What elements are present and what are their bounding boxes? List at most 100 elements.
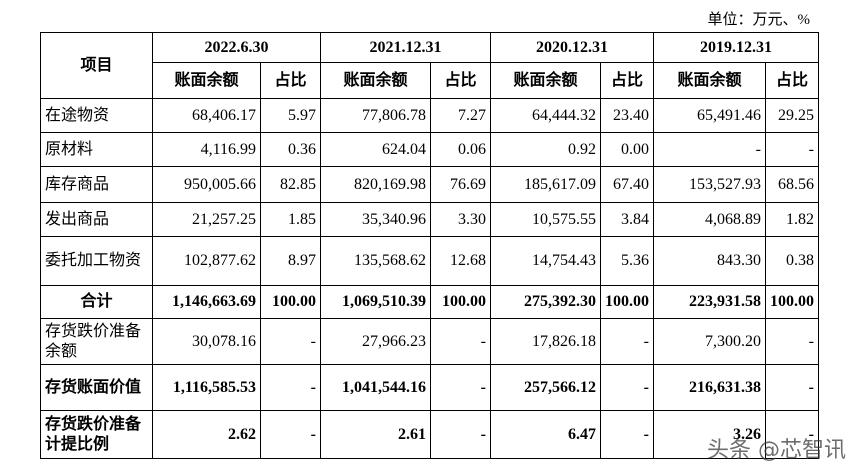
sub-header: 账面余额 — [490, 62, 601, 99]
value-cell: - — [430, 410, 491, 459]
row-label: 存货账面价值 — [40, 364, 153, 411]
value-cell: 68.56 — [765, 166, 819, 203]
value-cell: 100.00 — [600, 285, 654, 319]
table-row: 库存商品 950,005.66 82.85 820,169.98 76.69 185,61… — [40, 166, 819, 203]
value-cell: 76.69 — [430, 166, 491, 203]
value-cell: 29.25 — [765, 98, 819, 133]
row-label: 存货跌价准备余额 — [40, 318, 153, 365]
value-cell: 67.40 — [600, 166, 654, 203]
value-cell: 65,491.46 — [653, 98, 766, 133]
value-cell: 5.36 — [600, 236, 654, 286]
value-cell: 100.00 — [260, 285, 321, 319]
value-cell: 5.97 — [260, 98, 321, 133]
value-cell: - — [260, 364, 321, 411]
value-cell: 68,406.17 — [152, 98, 261, 133]
value-cell: - — [600, 410, 654, 459]
value-cell: 950,005.66 — [152, 166, 261, 203]
value-cell: 2.61 — [320, 410, 431, 459]
value-cell: 275,392.30 — [490, 285, 601, 319]
value-cell: 1,146,663.69 — [152, 285, 261, 319]
value-cell: 14,754.43 — [490, 236, 601, 286]
value-cell: 12.68 — [430, 236, 491, 286]
value-cell: - — [430, 318, 491, 365]
value-cell: 216,631.38 — [653, 364, 766, 411]
value-cell: 82.85 — [260, 166, 321, 203]
period-header: 2020.12.31 — [490, 32, 654, 63]
value-cell: 30,078.16 — [152, 318, 261, 365]
value-cell: 4,068.89 — [653, 202, 766, 237]
value-cell: 21,257.25 — [152, 202, 261, 237]
value-cell: 624.04 — [320, 132, 431, 167]
value-cell: 0.92 — [490, 132, 601, 167]
value-cell: 102,877.62 — [152, 236, 261, 286]
value-cell: 0.06 — [430, 132, 491, 167]
value-cell: 100.00 — [765, 285, 819, 319]
row-label: 库存商品 — [40, 166, 153, 203]
value-cell: 257,566.12 — [490, 364, 601, 411]
table-row: 在途物资 68,406.17 5.97 77,806.78 7.27 64,444.32 2… — [40, 98, 819, 133]
sub-header: 占比 — [430, 62, 491, 99]
row-label: 发出商品 — [40, 202, 153, 237]
table-row: 存货跌价准备计提比例 2.62-2.61-6.47-3.26- — [40, 410, 819, 459]
value-cell: 1,116,585.53 — [152, 364, 261, 411]
value-cell: - — [600, 318, 654, 365]
period-header: 2021.12.31 — [320, 32, 491, 63]
value-cell: 10,575.55 — [490, 202, 601, 237]
inventory-table: 项目 2022.6.30 2021.12.31 2020.12.31 2019.12.3… — [40, 32, 819, 459]
value-cell: 27,966.23 — [320, 318, 431, 365]
value-cell: 100.00 — [430, 285, 491, 319]
value-cell: 3.26 — [653, 410, 766, 459]
value-cell: 3.30 — [430, 202, 491, 237]
sub-header: 账面余额 — [320, 62, 431, 99]
table-row: 委托加工物资 102,877.62 8.97 135,568.62 12.68 14,75… — [40, 236, 819, 286]
period-header: 2019.12.31 — [653, 32, 819, 63]
value-cell: - — [260, 410, 321, 459]
value-cell: 35,340.96 — [320, 202, 431, 237]
value-cell: 843.30 — [653, 236, 766, 286]
value-cell: 1,069,510.39 — [320, 285, 431, 319]
value-cell: 153,527.93 — [653, 166, 766, 203]
value-cell: 77,806.78 — [320, 98, 431, 133]
sub-header: 账面余额 — [152, 62, 261, 99]
value-cell: - — [653, 132, 766, 167]
value-cell: 1,041,544.16 — [320, 364, 431, 411]
table-row: 存货账面价值 1,116,585.53-1,041,544.16-257,566.… — [40, 364, 819, 411]
watermark: 头条 @芯智讯 — [707, 438, 846, 463]
value-cell: 1.82 — [765, 202, 819, 237]
value-cell: 17,826.18 — [490, 318, 601, 365]
table-row: 合计 1,146,663.69 100.00 1,069,510.39 100.00 27… — [40, 285, 819, 319]
value-cell: 185,617.09 — [490, 166, 601, 203]
value-cell: 64,444.32 — [490, 98, 601, 133]
row-label: 合计 — [40, 285, 153, 319]
row-label: 在途物资 — [40, 98, 153, 133]
value-cell: - — [600, 364, 654, 411]
value-cell: 0.38 — [765, 236, 819, 286]
value-cell: 4,116.99 — [152, 132, 261, 167]
value-cell: 0.00 — [600, 132, 654, 167]
value-cell: 23.40 — [600, 98, 654, 133]
value-cell: 1.85 — [260, 202, 321, 237]
sub-header: 账面余额 — [653, 62, 766, 99]
unit-note: 单位：万元、% — [707, 12, 811, 28]
value-cell: - — [765, 318, 819, 365]
value-cell: - — [260, 318, 321, 365]
value-cell: - — [765, 410, 819, 459]
value-cell: 8.97 — [260, 236, 321, 286]
value-cell: 135,568.62 — [320, 236, 431, 286]
period-header: 2022.6.30 — [152, 32, 321, 63]
value-cell: 2.62 — [152, 410, 261, 459]
table-row: 存货跌价准备余额 30,078.16-27,966.23-17,826.18-7,… — [40, 318, 819, 365]
table-row: 原材料 4,116.99 0.36 624.04 0.06 0.92 0.00- - — [40, 132, 819, 167]
value-cell: 6.47 — [490, 410, 601, 459]
value-cell: - — [765, 364, 819, 411]
sub-header: 占比 — [260, 62, 321, 99]
value-cell: - — [765, 132, 819, 167]
value-cell: 7,300.20 — [653, 318, 766, 365]
value-cell: 820,169.98 — [320, 166, 431, 203]
row-label: 原材料 — [40, 132, 153, 167]
value-cell: 7.27 — [430, 98, 491, 133]
table-row: 发出商品 21,257.25 1.85 35,340.96 3.30 10,575.55 3… — [40, 202, 819, 237]
sub-header: 占比 — [600, 62, 654, 99]
value-cell: 223,931.58 — [653, 285, 766, 319]
